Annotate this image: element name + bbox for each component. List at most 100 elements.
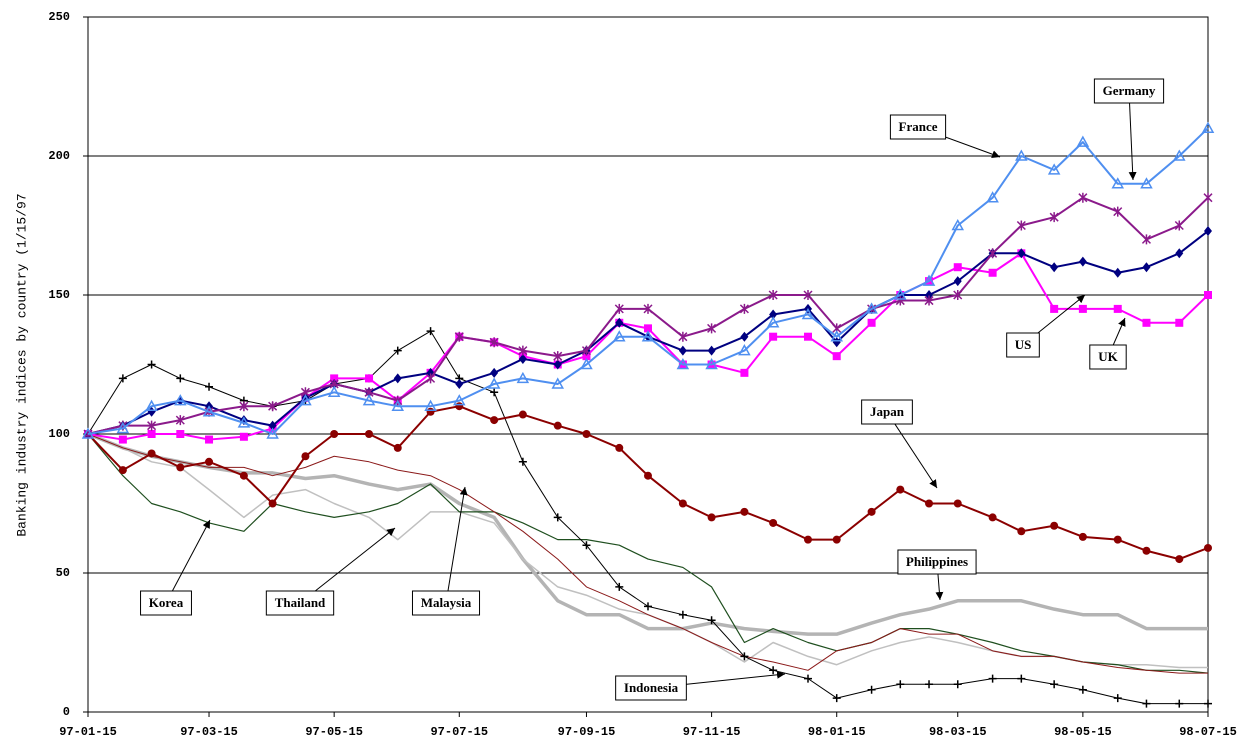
point (705, 357, 718, 370)
y-tick-label: 50 (56, 566, 70, 580)
point (118, 374, 127, 383)
point (301, 452, 310, 461)
label-box (140, 590, 192, 616)
point (678, 331, 688, 342)
point (1113, 535, 1122, 544)
point (1113, 304, 1122, 313)
point (678, 345, 687, 356)
point (988, 513, 997, 522)
point (490, 367, 499, 378)
point (490, 416, 499, 425)
point (922, 274, 936, 286)
point (518, 410, 527, 419)
point (1204, 226, 1212, 237)
point (239, 401, 249, 412)
point (925, 499, 934, 508)
point (453, 394, 466, 406)
point (895, 295, 905, 306)
point (391, 399, 405, 411)
point (147, 420, 157, 431)
point (1204, 543, 1212, 552)
series-line (87, 196, 1209, 435)
point (266, 427, 279, 439)
point (553, 351, 563, 362)
point (426, 373, 436, 384)
point (553, 359, 562, 370)
label-box (1089, 344, 1127, 370)
series-label: Malaysia (421, 595, 472, 610)
point (145, 399, 158, 411)
series-label: US (1015, 337, 1032, 352)
x-tick-label: 98-03-15 (929, 725, 987, 739)
point (1078, 532, 1087, 541)
point (804, 332, 812, 341)
point (739, 303, 749, 314)
point (615, 582, 624, 591)
point (740, 368, 749, 377)
series-label: France (899, 119, 938, 134)
point (490, 388, 499, 397)
point (768, 290, 778, 300)
point (426, 327, 435, 336)
point (202, 405, 216, 417)
arrow (1128, 90, 1137, 181)
series-label: Korea (149, 595, 184, 610)
point (1078, 256, 1087, 267)
point (801, 307, 815, 320)
point (1078, 304, 1087, 313)
point (1175, 248, 1184, 259)
point (1078, 685, 1087, 694)
point (1015, 149, 1028, 161)
series-line (87, 252, 1209, 441)
point (81, 427, 95, 439)
point (489, 337, 499, 348)
arrow (445, 486, 468, 604)
point (1049, 212, 1059, 223)
point (894, 288, 907, 300)
y-tick-label: 250 (48, 10, 70, 24)
point (832, 352, 841, 361)
point (707, 513, 716, 522)
point (1017, 248, 1026, 259)
y-tick-label: 150 (48, 288, 70, 302)
y-axis-label: Banking industry indices by country (1/1… (14, 193, 29, 536)
point (804, 674, 812, 683)
y-tick-label: 0 (63, 705, 70, 719)
point (1076, 135, 1090, 147)
point (327, 385, 341, 398)
point (1113, 267, 1122, 278)
series-line (87, 433, 1208, 674)
point (1173, 149, 1186, 161)
point (518, 345, 528, 356)
series-label: Thailand (275, 595, 326, 610)
point (553, 513, 562, 522)
point (740, 507, 749, 516)
point (867, 685, 876, 694)
series-label: Indonesia (624, 680, 679, 695)
point (365, 430, 374, 438)
point (832, 694, 841, 703)
point (1016, 220, 1026, 231)
point (643, 303, 653, 314)
point (925, 680, 934, 689)
point (766, 316, 780, 328)
point (1175, 699, 1184, 708)
arrow (165, 519, 211, 604)
point (268, 420, 277, 431)
x-tick-label: 97-09-15 (558, 725, 616, 739)
point (365, 374, 374, 383)
point (176, 374, 185, 383)
point (953, 263, 962, 272)
point (239, 471, 248, 480)
point (299, 394, 312, 406)
point (551, 377, 565, 389)
point (615, 443, 624, 452)
point (676, 357, 690, 370)
point (865, 302, 878, 314)
point (426, 407, 435, 416)
point (393, 443, 402, 452)
point (707, 616, 716, 625)
point (116, 421, 130, 434)
point (953, 680, 962, 689)
